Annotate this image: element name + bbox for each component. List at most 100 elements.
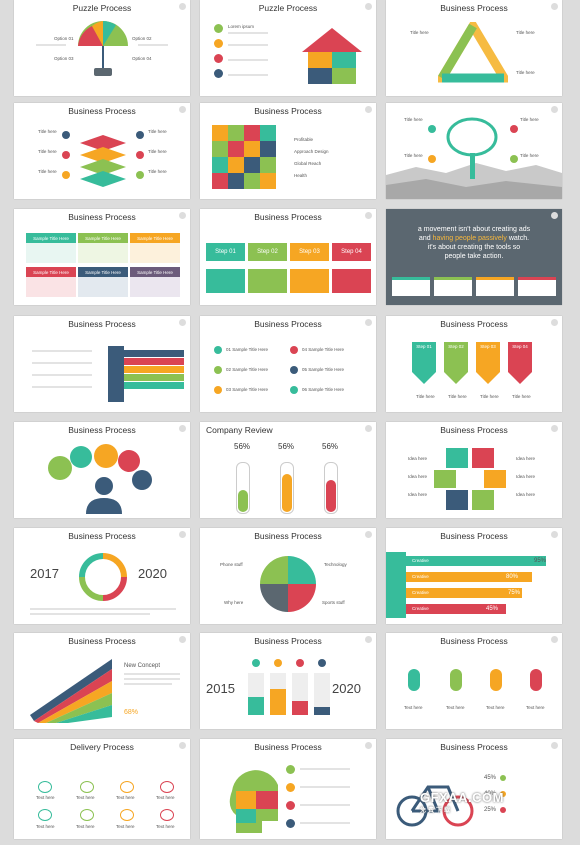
slide-thumbnail[interactable]: Business Process Text here Text here Tex…	[386, 633, 562, 729]
title-label: Title here	[480, 394, 499, 399]
slide-title: Business Process	[68, 319, 136, 329]
bar-label: Creative	[412, 558, 429, 563]
slide-thumbnail[interactable]: Business Process Phone stuff Technology …	[200, 528, 376, 624]
title-label: Title here	[448, 394, 467, 399]
bullet-icon	[290, 386, 298, 394]
step-label: Step 04	[512, 343, 528, 349]
slide-thumbnail[interactable]: Business Process	[14, 316, 190, 412]
slide-thumbnail[interactable]: Puzzle Process Lorem ipsum	[200, 0, 376, 96]
slide-thumbnail[interactable]: Puzzle Process Option 01 Option 02 Optio…	[14, 0, 190, 96]
percent-label: 68%	[124, 709, 139, 716]
slide-thumbnail[interactable]: Business Process Step 01 Step 02 Step 03…	[200, 209, 376, 305]
slide-dot-icon	[365, 319, 372, 326]
slide-thumbnail[interactable]: Business Process 01 Sample Title Here 04…	[200, 316, 376, 412]
arrow-steps-icon	[412, 342, 532, 384]
slide-thumbnail[interactable]: Business Process Title here Title here T…	[386, 0, 562, 96]
list-label: 04 Sample Title Here	[302, 347, 345, 352]
bullet-icon	[500, 791, 506, 797]
runner-icon	[530, 669, 542, 691]
slide-thumbnail[interactable]: a movement isn't about creating ads and …	[386, 209, 562, 305]
percent-label: 45%	[484, 775, 497, 781]
idea-label: Idea here	[408, 492, 428, 497]
slide-thumbnail[interactable]: Business Process New Concept 68%	[14, 633, 190, 729]
list-label: 02 Sample Title Here	[226, 367, 269, 372]
option-label: Option 02	[132, 36, 152, 41]
slide-dot-icon	[179, 425, 186, 432]
delivery-icon	[120, 781, 134, 793]
bar-label: Creative	[412, 590, 429, 595]
title-label: Phone stuff	[220, 562, 243, 567]
option-label: Option 04	[132, 56, 152, 61]
title-label: Title here	[416, 394, 435, 399]
concept-label: New Concept	[124, 663, 161, 669]
slide-title: Puzzle Process	[258, 3, 318, 13]
tube-gauge	[324, 462, 338, 514]
percent-label: 80%	[506, 574, 519, 580]
percent-label: 40%	[484, 791, 497, 797]
tube-gauge	[280, 462, 294, 514]
slide-title: Delivery Process	[70, 742, 134, 752]
slide-thumbnail[interactable]: Business Process	[14, 422, 190, 518]
title-label: Title here	[410, 30, 429, 35]
slide-dot-icon	[365, 742, 372, 749]
delivery-icon	[160, 809, 174, 821]
slide-thumbnail[interactable]: Business Process Title here Title here T…	[14, 103, 190, 199]
slide-title: Business Process	[440, 636, 508, 646]
text-label: Lorem ipsum	[228, 24, 255, 29]
bullet-icon	[290, 366, 298, 374]
step-label: Step 01	[416, 343, 432, 349]
slide-dot-icon	[551, 425, 558, 432]
title-label: Title here	[38, 169, 57, 174]
slide-thumbnail[interactable]: Title here Title here Title here Title h…	[386, 103, 562, 199]
band-label: Sample Title Here	[130, 233, 180, 243]
year-label: 2015	[206, 681, 235, 696]
slide-dot-icon	[179, 636, 186, 643]
head-puzzle-icon	[229, 770, 278, 833]
band-label: Sample Title Here	[78, 267, 128, 277]
cycle-arrows-icon	[79, 553, 127, 601]
slide-title: Company Review	[206, 425, 273, 435]
idea-label: Idea here	[408, 474, 428, 479]
title-label: Why here	[224, 600, 244, 605]
slide-thumbnail[interactable]: Business Process Sample Title Here Sampl…	[14, 209, 190, 305]
speech-bubble-icon	[132, 470, 152, 490]
slide-thumbnail[interactable]: Business Process Idea here Idea here Ide…	[386, 422, 562, 518]
slide-title: Business Process	[254, 636, 322, 646]
bullet-icon	[286, 819, 295, 828]
delivery-icon	[80, 809, 94, 821]
percent-label: 25%	[484, 807, 497, 813]
slide-thumbnail[interactable]: Business Process Creative Creative Creat…	[386, 528, 562, 624]
sphere-icon	[260, 556, 316, 612]
slide-title: Business Process	[254, 106, 322, 116]
bullet-icon	[62, 151, 70, 159]
slide-thumbnail[interactable]: Business Process 45% 40% 25%	[386, 739, 562, 839]
puzzle-grid-icon	[212, 125, 276, 189]
step-label: Step 02	[248, 243, 287, 261]
text-label: Text here	[116, 824, 135, 829]
percent-label: 45%	[486, 606, 499, 612]
slide-dot-icon	[551, 742, 558, 749]
slide-thumbnail[interactable]: Business Process Profitable Approach Des…	[200, 103, 376, 199]
bullet-icon	[136, 131, 144, 139]
bullet-icon	[214, 24, 223, 33]
title-label: Technology	[324, 562, 347, 567]
idea-label: Idea here	[516, 492, 536, 497]
list-label: Profitable	[294, 137, 314, 142]
slide-dot-icon	[179, 212, 186, 219]
list-label: Health	[294, 173, 308, 178]
slide-title: Business Process	[68, 531, 136, 541]
slide-thumbnail[interactable]: Business Process 2017 2020	[14, 528, 190, 624]
slide-thumbnail[interactable]: Business Process	[200, 739, 376, 839]
bullet-icon	[290, 346, 298, 354]
title-label: Title here	[148, 129, 167, 134]
bar-label: Creative	[412, 574, 429, 579]
slide-dot-icon	[179, 106, 186, 113]
hexagon-cycle-icon	[434, 448, 506, 510]
slide-dot-icon	[179, 3, 186, 10]
title-label: Title here	[520, 117, 539, 122]
slide-thumbnail[interactable]: Business Process Step 01 Step 02 Step 03…	[386, 316, 562, 412]
slide-thumbnail[interactable]: Company Review 56% 56% 56%	[200, 422, 376, 518]
slide-thumbnail[interactable]: Business Process 2015 2020	[200, 633, 376, 729]
slide-thumbnail[interactable]: Delivery Process Text here Text here Tex…	[14, 739, 190, 839]
bullet-icon	[428, 155, 436, 163]
